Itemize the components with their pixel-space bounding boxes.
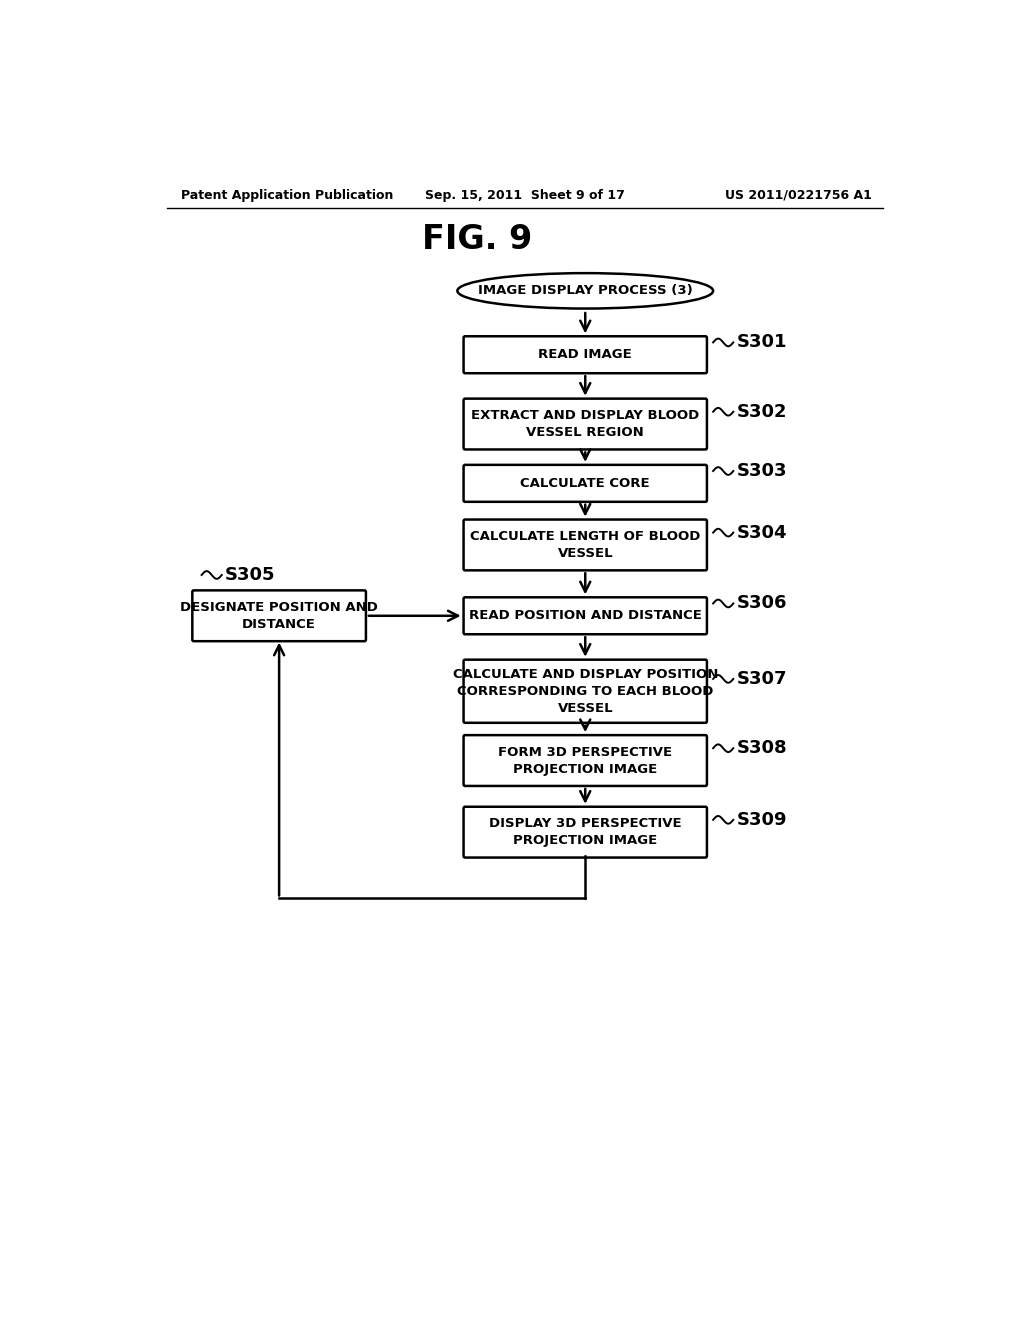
Text: S306: S306 <box>736 594 786 612</box>
Text: DISPLAY 3D PERSPECTIVE
PROJECTION IMAGE: DISPLAY 3D PERSPECTIVE PROJECTION IMAGE <box>488 817 682 847</box>
Text: S303: S303 <box>736 462 786 480</box>
Text: FIG. 9: FIG. 9 <box>423 223 532 256</box>
Text: CALCULATE AND DISPLAY POSITION
CORRESPONDING TO EACH BLOOD
VESSEL: CALCULATE AND DISPLAY POSITION CORRESPON… <box>453 668 718 714</box>
FancyBboxPatch shape <box>464 660 707 723</box>
Text: DESIGNATE POSITION AND
DISTANCE: DESIGNATE POSITION AND DISTANCE <box>180 601 378 631</box>
Text: CALCULATE CORE: CALCULATE CORE <box>520 477 650 490</box>
Text: FORM 3D PERSPECTIVE
PROJECTION IMAGE: FORM 3D PERSPECTIVE PROJECTION IMAGE <box>499 746 673 776</box>
FancyBboxPatch shape <box>464 598 707 635</box>
Text: READ POSITION AND DISTANCE: READ POSITION AND DISTANCE <box>469 610 701 622</box>
FancyBboxPatch shape <box>193 590 366 642</box>
FancyBboxPatch shape <box>464 807 707 858</box>
Text: S302: S302 <box>736 403 786 421</box>
Text: S305: S305 <box>225 566 275 583</box>
FancyBboxPatch shape <box>464 520 707 570</box>
FancyBboxPatch shape <box>464 735 707 785</box>
Text: Sep. 15, 2011  Sheet 9 of 17: Sep. 15, 2011 Sheet 9 of 17 <box>425 189 625 202</box>
Text: S309: S309 <box>736 810 786 829</box>
Text: US 2011/0221756 A1: US 2011/0221756 A1 <box>725 189 872 202</box>
Text: S301: S301 <box>736 334 786 351</box>
Text: IMAGE DISPLAY PROCESS (3): IMAGE DISPLAY PROCESS (3) <box>478 284 692 297</box>
FancyBboxPatch shape <box>464 337 707 374</box>
Text: READ IMAGE: READ IMAGE <box>539 348 632 362</box>
Text: S307: S307 <box>736 671 786 688</box>
FancyBboxPatch shape <box>464 465 707 502</box>
Ellipse shape <box>458 273 713 309</box>
Text: EXTRACT AND DISPLAY BLOOD
VESSEL REGION: EXTRACT AND DISPLAY BLOOD VESSEL REGION <box>471 409 699 440</box>
FancyBboxPatch shape <box>464 399 707 449</box>
Text: CALCULATE LENGTH OF BLOOD
VESSEL: CALCULATE LENGTH OF BLOOD VESSEL <box>470 529 700 560</box>
Text: Patent Application Publication: Patent Application Publication <box>180 189 393 202</box>
Text: S308: S308 <box>736 739 787 758</box>
Text: S304: S304 <box>736 524 786 541</box>
